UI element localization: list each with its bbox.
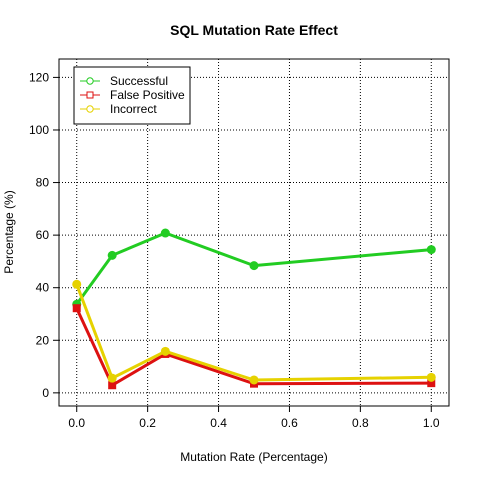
series-layer: [72, 228, 436, 390]
data-point-successful: [426, 245, 436, 255]
x-tick-label: 0.8: [352, 416, 369, 430]
y-tick-label: 100: [29, 123, 49, 137]
x-tick-label: 0.6: [281, 416, 298, 430]
data-point-successful: [160, 228, 170, 238]
y-tick-label: 80: [36, 176, 50, 190]
data-point-false-positive: [427, 379, 436, 388]
grid-lines: [59, 59, 449, 406]
data-point-incorrect: [107, 373, 117, 383]
x-tick-label: 0.2: [139, 416, 156, 430]
y-axis-label: Percentage (%): [2, 190, 16, 273]
legend-marker-false-positive: [86, 91, 94, 99]
plot-frame: [58, 58, 450, 407]
y-tick-label: 0: [42, 386, 49, 400]
data-point-incorrect: [160, 346, 170, 356]
legend-label-successful: Successful: [110, 74, 168, 88]
data-point-successful: [107, 250, 117, 260]
y-axis: 0 20 40 60 80 100 120: [29, 70, 59, 400]
data-point-incorrect: [249, 375, 259, 385]
data-point-successful: [249, 261, 259, 271]
y-tick-label: 120: [29, 70, 49, 84]
y-tick-label: 20: [36, 333, 50, 347]
legend-label-false-positive: False Positive: [110, 88, 185, 102]
y-tick-label: 60: [36, 228, 50, 242]
data-point-incorrect: [72, 279, 82, 289]
y-tick-label: 40: [36, 281, 50, 295]
data-point-false-positive: [108, 381, 117, 390]
x-tick-label: 1.0: [423, 416, 440, 430]
data-point-incorrect: [426, 372, 436, 382]
legend-marker-successful: [86, 77, 94, 85]
x-tick-label: 0.4: [210, 416, 227, 430]
x-axis-label: Mutation Rate (Percentage): [180, 450, 327, 464]
legend-marker-incorrect: [86, 105, 94, 113]
chart-title: SQL Mutation Rate Effect: [170, 22, 338, 38]
legend-label-incorrect: Incorrect: [110, 102, 157, 116]
x-tick-label: 0.0: [68, 416, 85, 430]
data-point-false-positive: [72, 304, 81, 313]
x-axis: 0.0 0.2 0.4 0.6 0.8 1.0: [68, 406, 440, 430]
